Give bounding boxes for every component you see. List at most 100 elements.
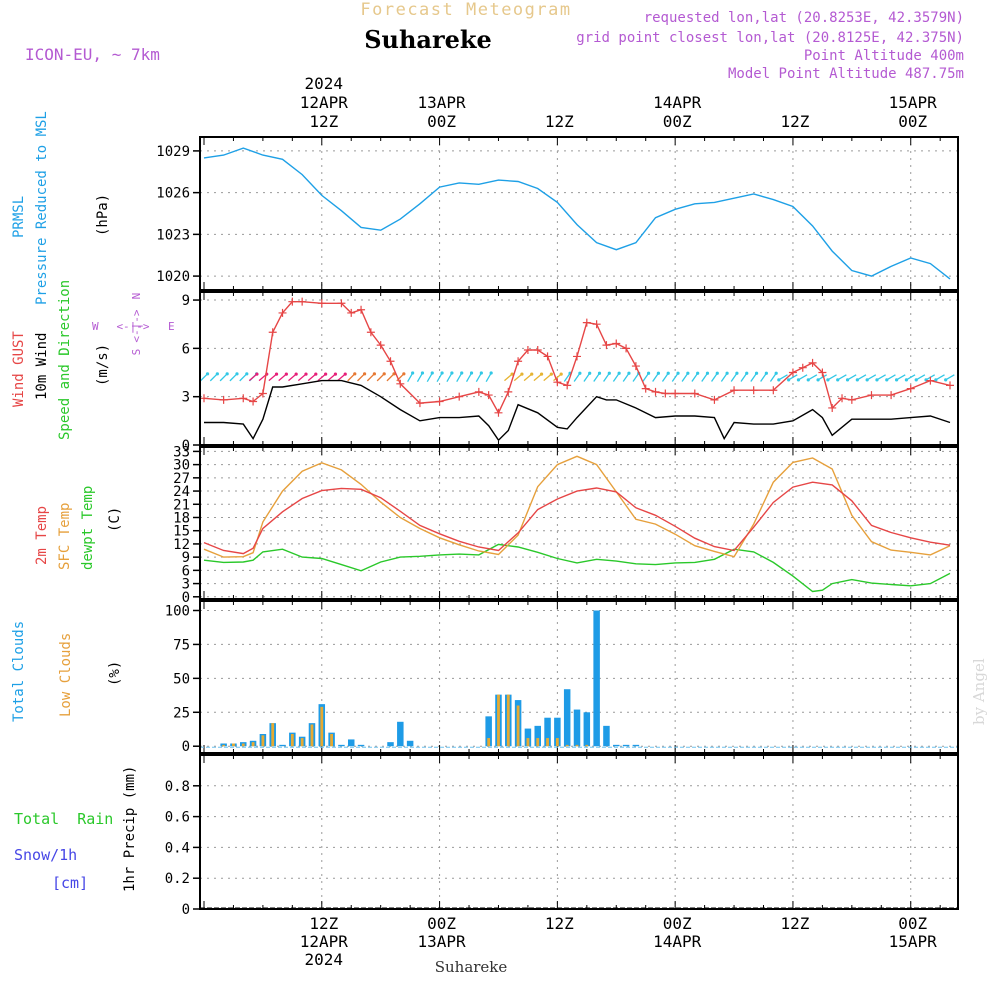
y-tick-label: 1026 [156, 186, 190, 202]
wind-arrow-head [235, 372, 239, 376]
wind-direction-arrow [268, 373, 277, 382]
wind-direction-arrow [523, 373, 533, 382]
wind-arrow-head [469, 371, 474, 375]
wind-arrow-head [914, 378, 918, 382]
gust-marker [661, 389, 670, 398]
top-time-label: 00Z [898, 112, 927, 131]
gust-marker [249, 397, 258, 406]
gust-marker [582, 318, 591, 327]
y-tick-label: 6 [182, 563, 190, 579]
top-time-label: 12Z [780, 112, 809, 131]
wind-direction-arrow [788, 374, 798, 381]
total-cloud-bar [397, 721, 404, 747]
low-cloud-bar [536, 738, 540, 747]
panel-frame [199, 754, 959, 910]
low-cloud-bar [506, 694, 510, 747]
wind-direction-arrow [876, 374, 886, 381]
prmsl-label: PRMSL [11, 196, 27, 238]
bottom-time-label: 12APR [300, 932, 349, 951]
wind-10m-label: 10m Wind [34, 333, 50, 400]
y-tick-label: 33 [173, 444, 190, 460]
wind-direction-arrow [730, 372, 738, 382]
low-cloud-bar [330, 734, 334, 747]
wind-arrow-head [362, 372, 367, 376]
wind-arrow-head [304, 372, 308, 376]
wind-direction-arrow [711, 372, 718, 382]
wind-direction-arrow [906, 374, 916, 381]
wind-direction-arrow [475, 372, 482, 383]
gust-marker [317, 299, 326, 308]
wind-direction-arrow [583, 372, 591, 382]
bottom-time-label: 13APR [417, 932, 466, 951]
wind-direction-arrow [248, 373, 258, 382]
gust-marker [730, 386, 739, 395]
wind-direction-arrow [209, 373, 218, 382]
wind-direction-arrow [622, 372, 630, 382]
compass-w: W [92, 320, 99, 333]
gust-marker [543, 352, 552, 361]
y-tick-label: 1023 [156, 227, 190, 243]
wind-arrow-head [420, 371, 425, 375]
panel-frame [199, 136, 959, 291]
wind-gust-line [203, 301, 951, 415]
gust-marker [239, 394, 248, 403]
wind-direction-arrow [465, 372, 473, 383]
prmsl-line [203, 147, 951, 280]
low-cloud-bar [271, 723, 275, 747]
wind-arrow-head [826, 378, 830, 382]
gust-marker [808, 358, 817, 367]
wind-arrow-head [460, 371, 464, 375]
cloud-panel: 0 25 50 75 100 [165, 600, 959, 755]
cloud-panel-labels: Total Clouds Low Clouds (%) [11, 621, 123, 722]
wind-arrow-head [875, 378, 879, 382]
wind-direction-arrow [837, 374, 847, 381]
pressure-msl-label: Pressure Reduced to MSL [34, 111, 50, 305]
wind-arrow-head [333, 372, 338, 376]
precip-panel: 0 0.2 0.4 0.6 0.8 [165, 754, 959, 918]
wind-arrow-head [314, 372, 318, 376]
total-cloud-bar [357, 744, 365, 747]
wind-arrow-head [430, 371, 434, 375]
requested-coords: requested lon,lat (20.8253E, 42.3579N) [644, 10, 964, 26]
top-time-label: 12APR [300, 93, 349, 112]
wind-panel-labels: Wind GUST 10m Wind Speed and Direction (… [11, 280, 175, 440]
wind-arrow-head [489, 371, 493, 375]
wind-direction-arrow [426, 372, 433, 383]
total-cloud-bar [613, 744, 620, 747]
wind-arrow-head [372, 372, 377, 376]
wind-arrow-head [205, 372, 210, 376]
wind-arrow-head [666, 371, 670, 375]
gust-marker [298, 297, 307, 306]
y-tick-label: 0 [182, 590, 190, 606]
y-tick-label: 0 [182, 739, 190, 755]
wind-arrow-head [836, 378, 840, 382]
footer-station: Suhareke [435, 958, 508, 976]
wind-arrow-head [646, 371, 651, 375]
t2m-label: 2m Temp [34, 506, 50, 565]
y-tick-label: 9 [182, 293, 190, 309]
wind-direction-arrow [671, 372, 679, 382]
wind-direction-arrow [278, 373, 287, 382]
gust-marker [504, 387, 513, 396]
wind-direction-arrow [386, 373, 395, 382]
bottom-time-label: 00Z [427, 914, 456, 933]
gust-marker [838, 394, 847, 403]
wind-direction-arrow [740, 372, 748, 382]
panel-frame [199, 291, 959, 446]
y-tick-label: 0.6 [165, 810, 190, 826]
gust-marker [671, 389, 680, 398]
gust-marker [386, 357, 395, 366]
gust-marker [455, 392, 464, 401]
gust-marker [906, 384, 915, 393]
wind-arrow-head [392, 372, 396, 376]
temp-unit: (C) [107, 507, 123, 532]
total-cloud-bar [583, 712, 591, 747]
wind-direction-arrow [661, 372, 669, 382]
low-cloud-bar [546, 738, 549, 747]
wind-arrow-head [450, 371, 454, 375]
wind-direction-arrow [504, 373, 513, 382]
wind-direction-arrow [563, 372, 571, 382]
y-tick-label: 24 [173, 484, 190, 500]
